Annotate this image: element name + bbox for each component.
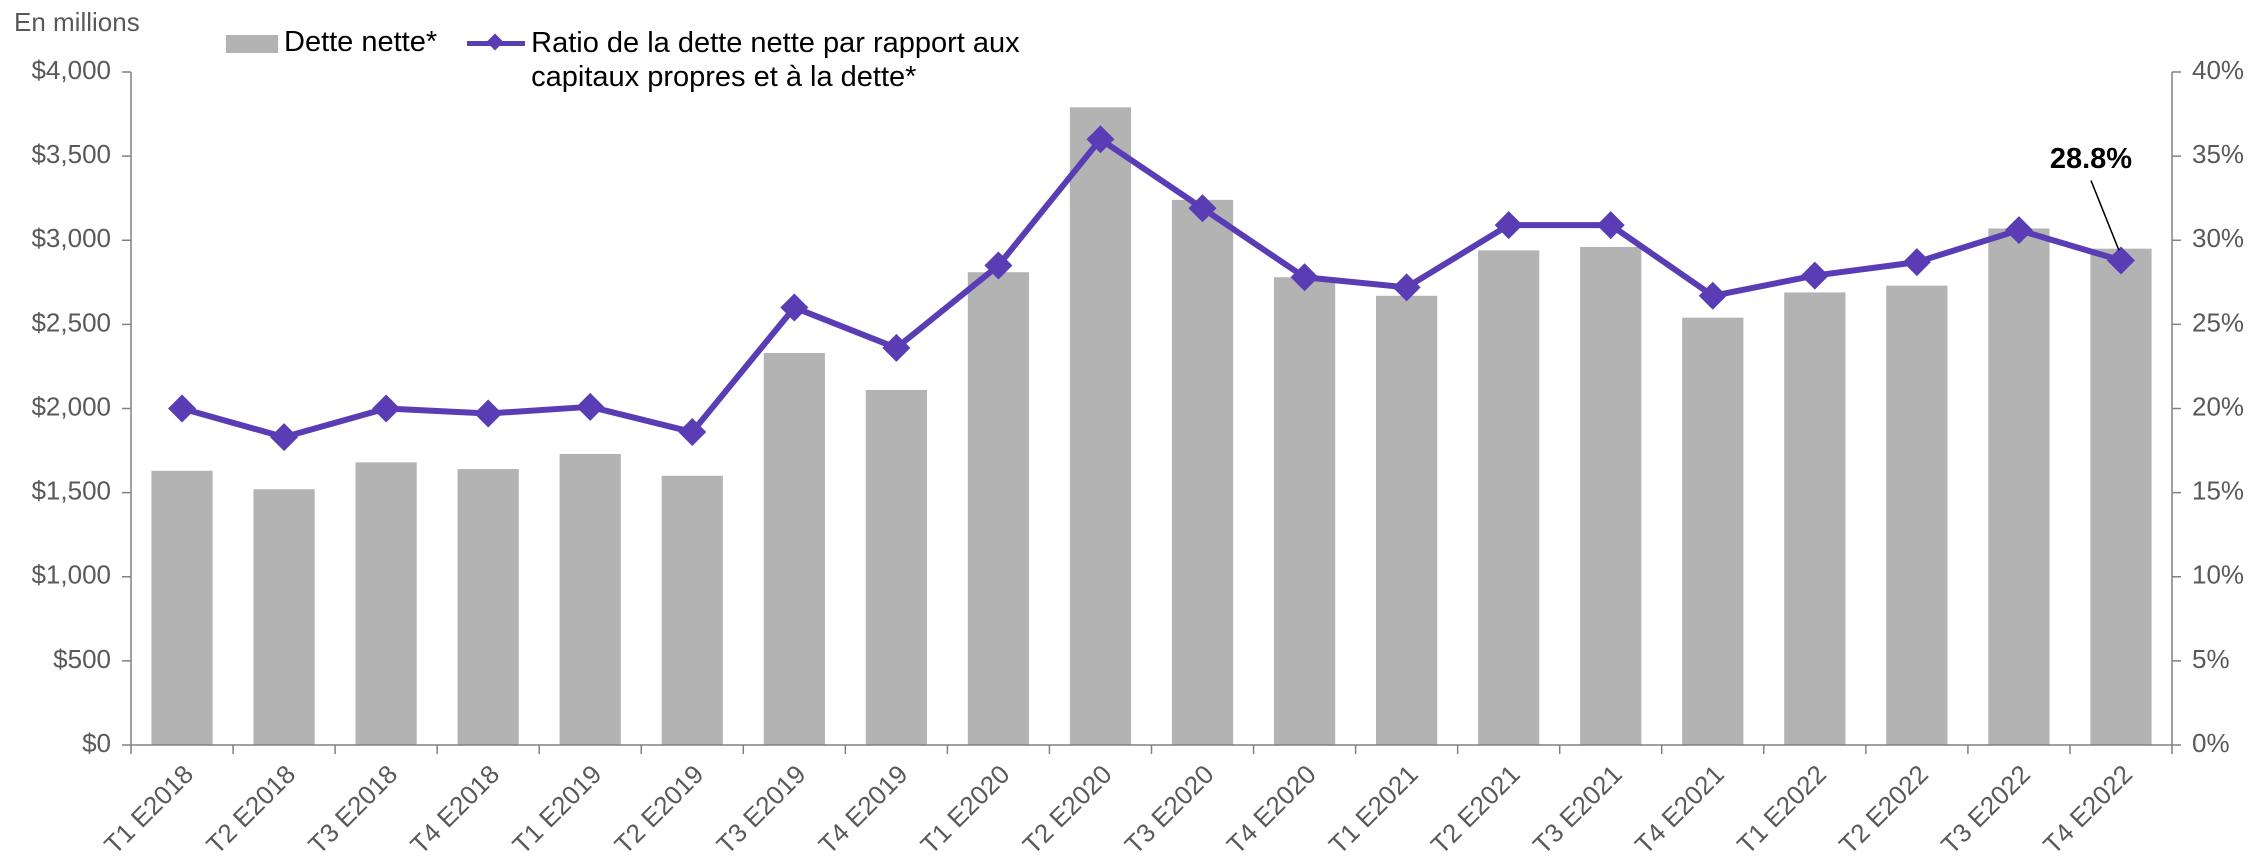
y-axis-label: En millions (14, 7, 140, 37)
marker (372, 394, 401, 423)
x-tick-label: T4 E2018 (404, 759, 505, 857)
marker (1698, 281, 1727, 310)
marker (1596, 211, 1625, 240)
bar (1069, 107, 1132, 745)
x-tick-label: T3 E2022 (1935, 759, 2036, 857)
x-tick-label: T3 E2018 (302, 759, 403, 857)
legend-swatch (467, 26, 526, 62)
x-tick-label: T4 E2022 (2037, 759, 2138, 857)
x-tick-label: T1 E2019 (506, 759, 607, 857)
marker (1188, 194, 1217, 223)
y-tick-label: $1,500 (31, 476, 111, 506)
legend-label: Dette nette* (284, 26, 438, 58)
marker (1800, 261, 1829, 290)
x-tick-label: T2 E2020 (1017, 759, 1118, 857)
legend: Dette nette* Ratio de la dette nette par… (226, 26, 1051, 94)
bar (1784, 292, 1846, 745)
y2-tick-label: 40% (2192, 55, 2244, 85)
legend-swatch (226, 35, 278, 53)
y-tick-label: $1,000 (31, 560, 111, 590)
bar (1682, 317, 1744, 745)
y-tick-label: $3,500 (31, 139, 111, 169)
bar (151, 470, 213, 745)
legend-label: Ratio de la dette nette par rapport aux … (531, 27, 1020, 93)
x-tick-label: T1 E2022 (1731, 759, 1832, 857)
bar (1376, 295, 1438, 745)
bar (2090, 248, 2152, 745)
bar (559, 453, 621, 745)
y2-tick-label: 5% (2192, 644, 2230, 674)
bar (1988, 228, 2050, 745)
x-tick-label: T2 E2022 (1833, 759, 1934, 857)
x-tick-label: T1 E2021 (1323, 759, 1424, 857)
x-tick-label: T4 E2019 (813, 759, 914, 857)
y-tick-label: $500 (53, 644, 111, 674)
x-tick-label: T2 E2019 (608, 759, 709, 857)
x-tick-label: T3 E2021 (1527, 759, 1628, 857)
bar (967, 272, 1030, 745)
y-tick-label: $2,000 (31, 391, 111, 421)
data-label: 28.8% (2050, 143, 2132, 175)
legend-item: Dette nette* (226, 26, 437, 94)
bar (355, 462, 417, 745)
bar (253, 489, 315, 745)
marker (1494, 211, 1523, 240)
x-tick-label: T1 E2018 (98, 759, 199, 857)
bar (661, 475, 723, 745)
y-tick-label: $3,000 (31, 223, 111, 253)
x-tick-label: T2 E2018 (200, 759, 301, 857)
y-tick-label: $2,500 (31, 307, 111, 337)
marker (1086, 125, 1115, 154)
x-tick-label: T3 E2019 (710, 759, 811, 857)
x-tick-label: T3 E2020 (1119, 759, 1220, 857)
marker (984, 251, 1013, 280)
y2-tick-label: 10% (2192, 560, 2244, 590)
y2-tick-label: 15% (2192, 476, 2244, 506)
x-tick-label: T4 E2020 (1221, 759, 1322, 857)
bar (1886, 285, 1948, 745)
marker (882, 333, 911, 362)
bar (1478, 250, 1540, 745)
y-tick-label: $4,000 (31, 55, 111, 85)
bar (1580, 246, 1642, 746)
bar (865, 389, 927, 745)
marker (168, 394, 197, 423)
bar (1171, 199, 1234, 745)
bar (457, 469, 519, 745)
marker (1392, 273, 1421, 302)
x-tick-label: T1 E2020 (915, 759, 1016, 857)
x-tick-label: T2 E2021 (1425, 759, 1526, 857)
marker (2106, 246, 2135, 275)
marker (270, 423, 299, 452)
x-tick-label: T4 E2021 (1629, 759, 1730, 857)
line (181, 136, 2122, 441)
marker (780, 293, 809, 322)
marker (2004, 216, 2033, 245)
y-tick-label: $0 (82, 728, 111, 758)
marker (474, 399, 503, 428)
bar (1273, 277, 1336, 745)
y2-tick-label: 30% (2192, 223, 2244, 253)
bar (763, 352, 825, 745)
legend-item: Ratio de la dette nette par rapport aux … (467, 26, 1051, 94)
y2-tick-label: 35% (2192, 139, 2244, 169)
marker (1290, 263, 1319, 292)
marker (678, 418, 707, 447)
annotation-leader (2090, 180, 2120, 251)
y2-tick-label: 25% (2192, 307, 2244, 337)
marker (576, 392, 605, 421)
marker (1902, 248, 1931, 277)
y2-tick-label: 0% (2192, 728, 2230, 758)
y2-tick-label: 20% (2192, 391, 2244, 421)
